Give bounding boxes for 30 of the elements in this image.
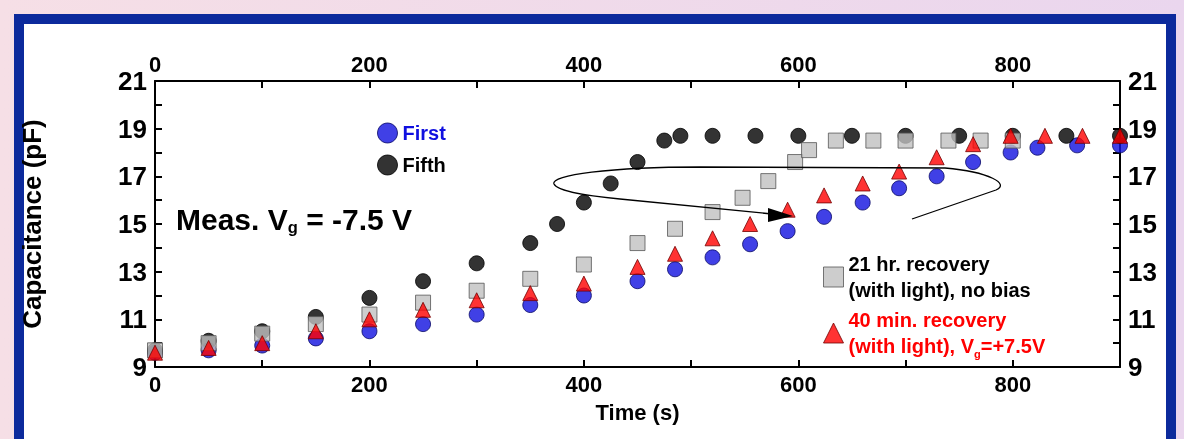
y2-tick-label: 17 [1128, 161, 1157, 192]
x2-tick-label: 800 [994, 51, 1032, 77]
x2-tick-label: 0 [148, 51, 162, 77]
x-axis-title: Time (s) [595, 399, 680, 425]
y-tick-label: 17 [118, 161, 147, 192]
x2-tick-label: 400 [565, 51, 603, 77]
annotation: Meas. Vg = -7.5 V [176, 202, 413, 236]
y-tick-label: 21 [118, 66, 147, 96]
y2-tick-label: 11 [1128, 304, 1156, 335]
legend-label: Fifth [402, 154, 446, 176]
y-tick-label: 11 [119, 304, 147, 335]
y2-tick-label: 15 [1128, 209, 1157, 239]
y2-tick-label: 21 [1128, 66, 1157, 96]
y2-tick-label: 19 [1128, 113, 1157, 144]
y-tick-label: 9 [132, 352, 147, 382]
y-axis-title: Capacitance (pF) [17, 119, 47, 329]
x2-tick-label: 600 [779, 51, 817, 77]
legend-label: First [402, 122, 447, 144]
y2-tick-label: 13 [1128, 256, 1157, 287]
legend-label: 21 hr. recovery (with light), no bias [848, 253, 1031, 301]
y-tick-label: 13 [118, 256, 147, 287]
y2-tick-label: 9 [1128, 352, 1143, 382]
x-tick-label: 200 [351, 371, 388, 397]
y-tick-label: 19 [118, 113, 147, 144]
x-tick-label: 800 [994, 371, 1032, 397]
y-tick-label: 15 [118, 209, 147, 239]
x2-tick-label: 200 [351, 51, 388, 77]
x-tick-label: 0 [148, 371, 162, 397]
x-tick-label: 400 [565, 371, 603, 397]
x-tick-label: 600 [779, 371, 817, 397]
